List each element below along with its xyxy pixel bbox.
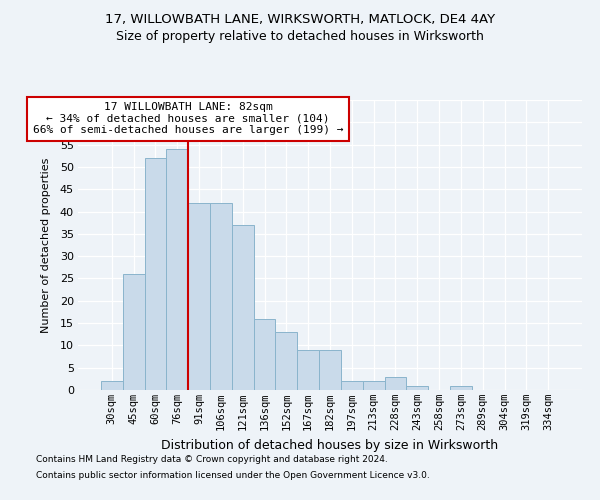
X-axis label: Distribution of detached houses by size in Wirksworth: Distribution of detached houses by size … [161,438,499,452]
Bar [275,332,297,390]
Bar [166,149,188,390]
Bar [188,202,210,390]
Text: 17 WILLOWBATH LANE: 82sqm
← 34% of detached houses are smaller (104)
66% of semi: 17 WILLOWBATH LANE: 82sqm ← 34% of detac… [33,102,343,136]
Bar [254,318,275,390]
Text: 17, WILLOWBATH LANE, WIRKSWORTH, MATLOCK, DE4 4AY: 17, WILLOWBATH LANE, WIRKSWORTH, MATLOCK… [105,12,495,26]
Bar [232,225,254,390]
Text: Size of property relative to detached houses in Wirksworth: Size of property relative to detached ho… [116,30,484,43]
Bar [123,274,145,390]
Bar [363,381,385,390]
Bar [450,386,472,390]
Y-axis label: Number of detached properties: Number of detached properties [41,158,52,332]
Bar [145,158,166,390]
Text: Contains public sector information licensed under the Open Government Licence v3: Contains public sector information licen… [36,470,430,480]
Bar [210,202,232,390]
Bar [101,381,123,390]
Bar [406,386,428,390]
Bar [297,350,319,390]
Bar [341,381,363,390]
Bar [385,376,406,390]
Bar [319,350,341,390]
Text: Contains HM Land Registry data © Crown copyright and database right 2024.: Contains HM Land Registry data © Crown c… [36,456,388,464]
